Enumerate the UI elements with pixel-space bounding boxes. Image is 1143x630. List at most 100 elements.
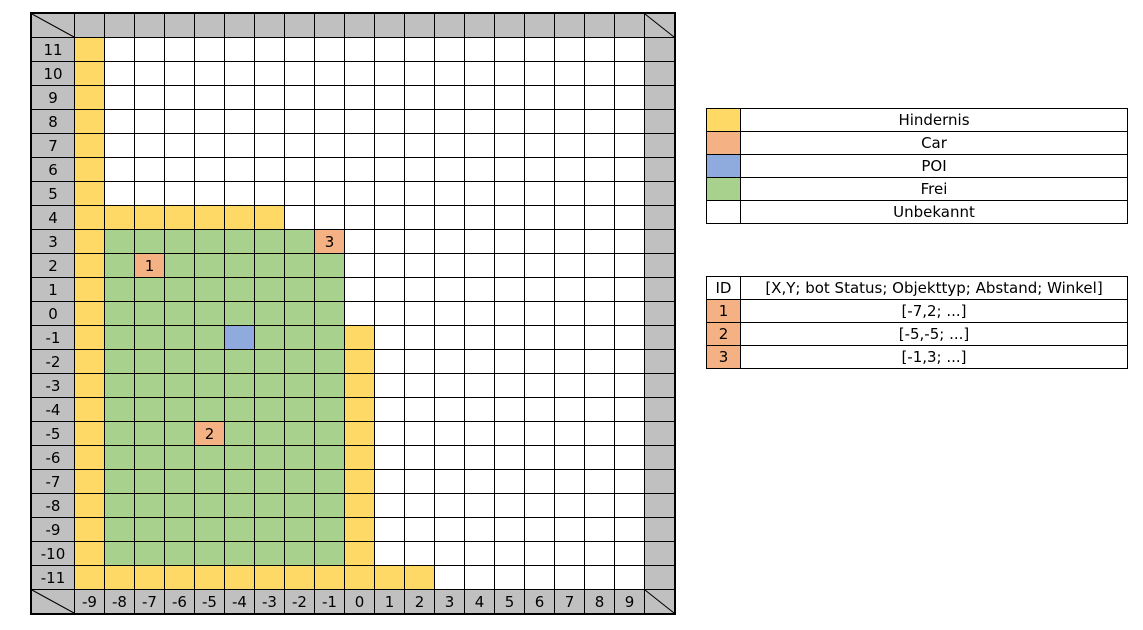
unbekannt-cell: [494, 157, 525, 182]
legend-row: Hindernis: [706, 108, 1128, 132]
frei-cell: [134, 373, 165, 398]
x-axis-label: 5: [494, 589, 525, 615]
frei-cell: [104, 229, 135, 254]
frei-cell: [164, 421, 195, 446]
unbekannt-cell: [284, 181, 315, 206]
hindernis-cell: [344, 325, 375, 350]
hindernis-cell: [74, 349, 105, 374]
hindernis-cell: [74, 469, 105, 494]
grid-row: -6: [30, 445, 676, 470]
hindernis-cell: [404, 565, 435, 590]
unbekannt-cell: [254, 37, 285, 62]
unbekannt-cell: [104, 85, 135, 110]
x-axis-label: -5: [194, 589, 225, 615]
unbekannt-cell: [524, 205, 555, 230]
frei-cell: [164, 493, 195, 518]
frei-cell: [284, 517, 315, 542]
unbekannt-cell: [434, 205, 465, 230]
unbekannt-cell: [524, 253, 555, 278]
x-axis-label: -9: [74, 589, 105, 615]
hindernis-cell: [74, 445, 105, 470]
unbekannt-cell: [614, 109, 645, 134]
grid-row: 7: [30, 133, 676, 158]
frei-cell: [164, 229, 195, 254]
unbekannt-cell: [614, 445, 645, 470]
grid-row: 5: [30, 181, 676, 206]
robot-row: 3 [-1,3; ...]: [706, 345, 1128, 369]
frei-cell: [134, 421, 165, 446]
frei-cell: [284, 325, 315, 350]
grid-border-cell: [644, 85, 676, 110]
unbekannt-cell: [314, 157, 345, 182]
grid-border-cell: [254, 12, 285, 38]
unbekannt-cell: [524, 277, 555, 302]
unbekannt-cell: [284, 109, 315, 134]
unbekannt-cell: [404, 517, 435, 542]
unbekannt-cell: [554, 541, 585, 566]
grid-border-cell: [644, 253, 676, 278]
unbekannt-cell: [374, 277, 405, 302]
unbekannt-cell: [344, 301, 375, 326]
grid-border-cell: [614, 12, 645, 38]
unbekannt-cell: [104, 157, 135, 182]
x-axis-label: -6: [164, 589, 195, 615]
unbekannt-cell: [614, 325, 645, 350]
hindernis-cell: [224, 565, 255, 590]
unbekannt-cell: [194, 61, 225, 86]
grid-row: -4: [30, 397, 676, 422]
unbekannt-cell: [254, 61, 285, 86]
unbekannt-cell: [554, 373, 585, 398]
unbekannt-cell: [524, 445, 555, 470]
grid-row: 11: [30, 37, 676, 62]
x-axis-label: 3: [434, 589, 465, 615]
frei-cell: [134, 445, 165, 470]
unbekannt-cell: [434, 469, 465, 494]
unbekannt-cell: [164, 37, 195, 62]
unbekannt-cell: [224, 37, 255, 62]
grid-row: -9: [30, 517, 676, 542]
unbekannt-cell: [494, 229, 525, 254]
unbekannt-cell: [374, 205, 405, 230]
unbekannt-cell: [404, 85, 435, 110]
unbekannt-cell: [494, 253, 525, 278]
unbekannt-cell: [344, 277, 375, 302]
unbekannt-cell: [344, 205, 375, 230]
corner-diagonal: [645, 590, 674, 613]
frei-cell: [224, 493, 255, 518]
unbekannt-cell: [404, 493, 435, 518]
unbekannt-cell: [164, 133, 195, 158]
unbekannt-cell: [314, 109, 345, 134]
frei-cell: [104, 397, 135, 422]
frei-cell: [104, 277, 135, 302]
unbekannt-cell: [614, 493, 645, 518]
x-axis-label: -4: [224, 589, 255, 615]
grid-border-cell: [314, 12, 345, 38]
grid-border-cell: [644, 61, 676, 86]
unbekannt-cell: [524, 421, 555, 446]
unbekannt-cell: [584, 253, 615, 278]
grid-border-cell: [644, 277, 676, 302]
unbekannt-cell: [164, 181, 195, 206]
unbekannt-cell: [134, 109, 165, 134]
hindernis-cell: [344, 373, 375, 398]
unbekannt-cell: [374, 181, 405, 206]
unbekannt-cell: [374, 349, 405, 374]
unbekannt-cell: [554, 109, 585, 134]
frei-cell: [314, 349, 345, 374]
grid-border-cell: [164, 12, 195, 38]
frei-cell: [254, 517, 285, 542]
unbekannt-cell: [434, 181, 465, 206]
hindernis-cell: [74, 565, 105, 590]
unbekannt-cell: [194, 133, 225, 158]
grid-corner-top-left: [30, 12, 75, 38]
unbekannt-cell: [164, 109, 195, 134]
frei-cell: [284, 397, 315, 422]
unbekannt-cell: [284, 157, 315, 182]
unbekannt-cell: [434, 493, 465, 518]
unbekannt-cell: [614, 181, 645, 206]
frei-cell: [104, 445, 135, 470]
robot-id: 1: [706, 299, 741, 323]
unbekannt-cell: [494, 517, 525, 542]
frei-cell: [134, 397, 165, 422]
